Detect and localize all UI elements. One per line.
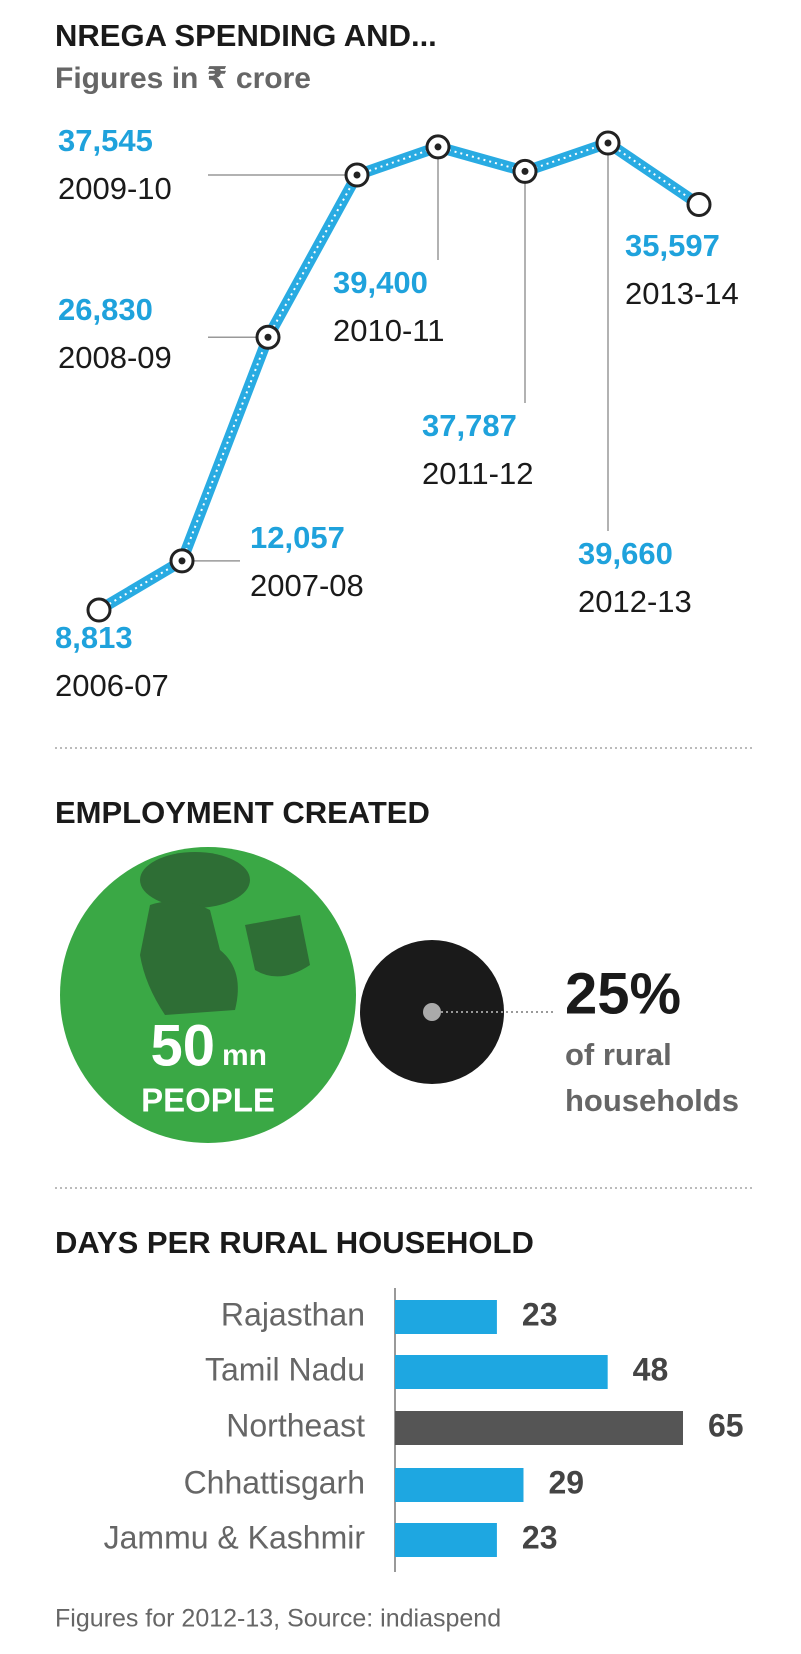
value-label: 39,660 [578,536,673,571]
value-label: 35,597 [625,228,720,263]
bar [395,1468,524,1502]
category-label: 2013-14 [625,276,739,311]
footnote: Figures for 2012-13, Source: indiaspend [55,1605,501,1633]
bar-title: DAYS PER RURAL HOUSEHOLD [55,1225,534,1260]
bar-category: Jammu & Kashmir [104,1519,366,1555]
share-dot [423,1003,441,1021]
people-label: PEOPLE [141,1082,275,1119]
bar-value: 23 [522,1296,558,1332]
bar-category: Chhattisgarh [184,1464,365,1500]
share-caption: households [565,1083,739,1118]
category-label: 2010-11 [333,313,444,348]
point [686,192,712,218]
bar-category: Northeast [226,1407,365,1443]
bar [395,1523,497,1557]
line [96,137,703,615]
line-subtitle: Figures in ₹ crore [55,62,311,95]
bar [395,1355,608,1389]
share-caption: of rural [565,1037,672,1072]
people-unit: mn [222,1039,267,1072]
line-title: NREGA SPENDING AND... [55,18,437,53]
category-label: 2009-10 [58,171,172,206]
bar-category: Rajasthan [221,1296,365,1332]
bar [395,1300,497,1334]
employment-title: EMPLOYMENT CREATED [55,795,430,830]
point-center [434,143,442,151]
share-value: 25% [565,961,681,1026]
category-label: 2006-07 [55,668,169,703]
category-label: 2012-13 [578,584,692,619]
worker-icon [140,852,310,1015]
point-center [521,167,529,175]
point-center [178,557,186,565]
bar [395,1411,683,1445]
point [86,597,112,623]
point-center [353,171,361,179]
category-label: 2008-09 [58,340,172,375]
bar-value: 65 [708,1407,744,1443]
value-label: 26,830 [58,292,153,327]
people-number: 50 [150,1013,215,1078]
category-label: 2007-08 [250,568,364,603]
bar-value: 23 [522,1519,558,1555]
value-label: 8,813 [55,620,133,655]
value-label: 37,545 [58,123,153,158]
point-center [264,333,272,341]
value-label: 39,400 [333,265,428,300]
bar-category: Tamil Nadu [205,1351,365,1387]
category-label: 2011-12 [422,456,533,491]
bar-value: 48 [633,1351,669,1387]
value-label: 37,787 [422,408,517,443]
point-center [604,139,612,147]
value-label: 12,057 [250,520,345,555]
bar-value: 29 [548,1464,584,1500]
